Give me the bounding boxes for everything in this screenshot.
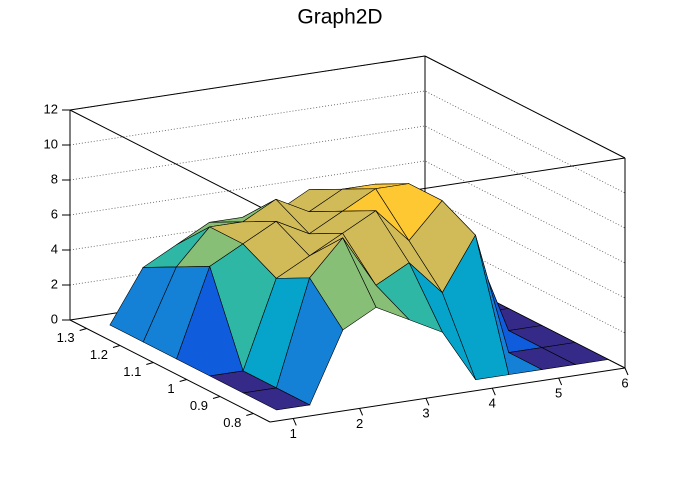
y-tick-label: 1.2 [90, 347, 108, 362]
x-tick [425, 398, 430, 406]
x-tick-label: 3 [422, 406, 429, 421]
box-edge [69, 109, 271, 213]
surface-cell [242, 387, 311, 411]
x-tick [624, 367, 629, 376]
x-tick-label: 1 [290, 426, 297, 441]
z-tick-label: 2 [51, 276, 58, 291]
y-tick [79, 328, 87, 331]
y-tick [112, 345, 121, 348]
z-tick-label: 6 [51, 206, 58, 221]
x-tick [491, 387, 496, 396]
y-tick-label: 1.3 [57, 330, 75, 345]
y-tick-label: 0.8 [223, 415, 241, 430]
x-tick-label: 6 [621, 375, 628, 390]
y-tick [146, 362, 154, 365]
x-tick [558, 377, 563, 386]
x-tick [292, 418, 297, 426]
x-tick [359, 408, 364, 416]
x-axis [269, 367, 626, 423]
z-tick-label: 0 [51, 311, 58, 326]
y-tick [179, 379, 187, 382]
y-tick-label: 0.9 [190, 398, 208, 413]
x-tick-label: 2 [356, 416, 363, 431]
z-tick-label: 8 [51, 171, 58, 186]
chart-title: Graph2D [297, 6, 382, 29]
y-tick-label: 1.1 [123, 364, 141, 379]
y-axis [69, 319, 271, 423]
z-tick-label: 10 [44, 136, 58, 151]
z-tick-label: 4 [51, 241, 58, 256]
x-tick-label: 5 [555, 386, 562, 401]
y-tick-label: 1 [167, 381, 174, 396]
y-tick [246, 413, 254, 416]
box-edge [424, 55, 626, 159]
y-tick [212, 396, 221, 399]
z-tick-label: 12 [44, 101, 58, 116]
box-edge [69, 55, 426, 111]
x-tick-label: 4 [489, 396, 496, 411]
